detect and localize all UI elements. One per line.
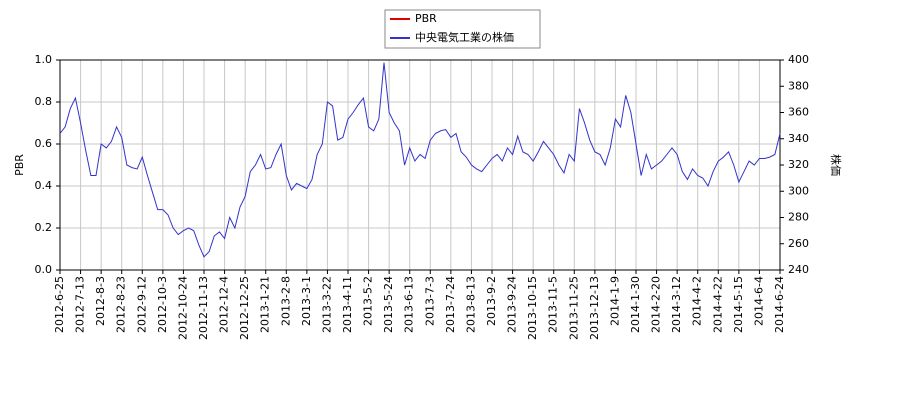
x-tick-label: 2014-6-4 [752, 276, 765, 326]
x-tick-label: 2013-11-5 [547, 276, 560, 333]
y2-tick-label: 360 [788, 106, 809, 119]
x-tick-label: 2012-12-25 [238, 276, 251, 340]
x-tick-label: 2013-3-1 [300, 276, 313, 326]
x-tick-label: 2013-6-13 [403, 276, 416, 333]
y2-axis-label: 株価 [829, 154, 843, 176]
x-tick-label: 2013-5-24 [382, 276, 395, 333]
x-tick-label: 2012-10-3 [156, 276, 169, 333]
x-tick-label: 2012-6-25 [53, 276, 66, 333]
x-tick-label: 2014-1-9 [608, 276, 621, 326]
y-tick-label: 0.6 [35, 137, 53, 150]
x-tick-label: 2014-5-15 [732, 276, 745, 333]
x-tick-label: 2013-9-2 [485, 276, 498, 326]
y-tick-label: 0.4 [35, 179, 53, 192]
y2-tick-label: 380 [788, 79, 809, 92]
legend-label: 中央電気工業の株価 [415, 30, 514, 44]
x-tick-label: 2013-5-2 [362, 276, 375, 326]
x-tick-label: 2013-8-13 [464, 276, 477, 333]
x-tick-label: 2013-7-24 [444, 276, 457, 333]
x-tick-label: 2013-12-13 [588, 276, 601, 340]
x-tick-label: 2012-8-23 [115, 276, 128, 333]
legend-label: PBR [415, 12, 437, 25]
x-tick-label: 2014-2-20 [650, 276, 663, 333]
plot-frame [59, 59, 781, 271]
y2-tick-label: 300 [788, 184, 809, 197]
x-tick-label: 2014-1-30 [629, 276, 642, 333]
y-tick-label: 0.8 [35, 95, 53, 108]
y-tick-label: 0.0 [35, 263, 53, 276]
y2-tick-label: 240 [788, 263, 809, 276]
y2-tick-label: 260 [788, 237, 809, 250]
x-tick-label: 2013-4-11 [341, 276, 354, 333]
y-tick-label: 1.0 [35, 53, 53, 66]
x-tick-label: 2012-12-4 [218, 276, 231, 333]
x-tick-label: 2013-11-25 [567, 276, 580, 340]
y2-tick-label: 320 [788, 158, 809, 171]
x-tick-label: 2012-7-13 [74, 276, 87, 333]
x-tick-label: 2012-11-13 [197, 276, 210, 340]
x-tick-label: 2013-2-8 [279, 276, 292, 326]
y2-tick-label: 400 [788, 53, 809, 66]
legend-box [384, 9, 541, 49]
x-tick-label: 2014-6-24 [773, 276, 786, 333]
x-tick-label: 2013-3-22 [320, 276, 333, 333]
x-tick-label: 2013-7-3 [423, 276, 436, 326]
x-tick-label: 2013-9-24 [506, 276, 519, 333]
y-axis-label: PBR [13, 154, 26, 176]
x-tick-label: 2012-8-3 [94, 276, 107, 326]
y2-tick-label: 280 [788, 211, 809, 224]
x-tick-label: 2012-10-24 [176, 276, 189, 340]
x-tick-label: 2014-4-2 [691, 276, 704, 326]
x-tick-label: 2014-4-22 [711, 276, 724, 333]
y2-tick-label: 340 [788, 132, 809, 145]
x-tick-label: 2013-1-21 [259, 276, 272, 333]
x-tick-label: 2012-9-12 [135, 276, 148, 333]
y-tick-label: 0.2 [35, 221, 53, 234]
x-tick-label: 2014-3-12 [670, 276, 683, 333]
x-tick-label: 2013-10-15 [526, 276, 539, 340]
series-line [59, 62, 781, 258]
